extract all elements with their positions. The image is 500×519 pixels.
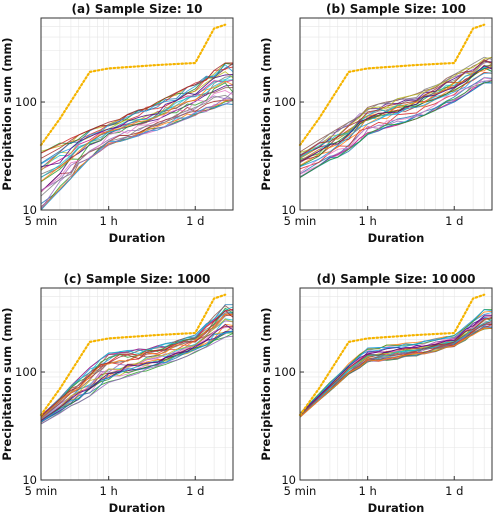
series-line [299, 64, 493, 162]
series-line [40, 63, 234, 164]
series-line [299, 59, 493, 157]
series-line [299, 67, 493, 167]
axes-frame [299, 17, 493, 211]
series-line [299, 56, 493, 154]
y-tick-label: 100 [274, 95, 296, 109]
series-line [40, 97, 234, 210]
series-line [299, 327, 493, 418]
series-line [299, 315, 493, 415]
ensemble-lines [40, 62, 234, 211]
x-axis-label: Duration [109, 501, 166, 515]
series-line [40, 335, 234, 425]
series-line [299, 65, 493, 163]
y-tick-label: 10 [281, 203, 296, 217]
series-line [40, 79, 234, 178]
chart-title: (b) Sample Size: 100 [326, 2, 466, 16]
axes-frame [299, 287, 493, 481]
series-line [40, 74, 234, 168]
y-tick-label: 100 [15, 365, 37, 379]
series-line [40, 306, 234, 418]
series-line [299, 321, 493, 417]
x-tick-label: 1 d [186, 484, 204, 498]
series-line [40, 313, 234, 419]
series-line [299, 72, 493, 168]
y-tick-label: 10 [22, 203, 37, 217]
y-axis-label: Precipitation sum (mm) [259, 37, 273, 190]
y-axis-label: Precipitation sum (mm) [259, 307, 273, 460]
series-line [40, 94, 234, 197]
chart-title: (c) Sample Size: 1000 [64, 272, 211, 286]
x-tick-label: 1 h [359, 484, 377, 498]
y-tick-label: 100 [274, 365, 296, 379]
chart-panel-1: 5 min 1 h 1 d 10 100 (a) Sample Size: 10 Durat… [0, 2, 234, 245]
chart-panel-3: 5 min 1 h 1 d 10 100 (c) Sample Size: 1000 Dur… [0, 272, 234, 515]
chart-panel-2: 5 min 1 h 1 d 10 100 (b) Sample Size: 100 Dura… [259, 2, 493, 245]
series-line [299, 77, 493, 174]
x-tick-label: 5 min [25, 484, 58, 498]
x-tick-label: 1 d [186, 214, 204, 228]
series-line [40, 318, 234, 421]
x-axis-label: Duration [368, 501, 425, 515]
axes-frame [40, 17, 234, 211]
x-tick-label: 5 min [284, 484, 317, 498]
y-tick-label: 10 [22, 473, 37, 487]
x-tick-label: 1 d [445, 484, 463, 498]
series-line [40, 84, 234, 193]
chart-title: (d) Sample Size: 10 000 [317, 272, 476, 286]
reference-line [298, 293, 486, 417]
ensemble-lines [299, 56, 493, 178]
series-line [40, 309, 234, 416]
x-tick-label: 1 h [359, 214, 377, 228]
series-line [299, 309, 493, 414]
series-line [299, 80, 493, 178]
chart-panel-4: 5 min 1 h 1 d 10 100 (d) Sample Size: 10 000 D… [259, 272, 493, 515]
reference-line [39, 23, 227, 147]
x-axis-label: Duration [368, 231, 425, 245]
reference-line [39, 293, 227, 417]
y-tick-label: 100 [15, 95, 37, 109]
series-line [40, 71, 234, 172]
x-tick-label: 5 min [284, 214, 317, 228]
x-axis-label: Duration [109, 231, 166, 245]
reference-line [298, 23, 486, 147]
series-line [40, 310, 234, 417]
series-line [40, 80, 234, 182]
series-line [299, 326, 493, 418]
plot-area [41, 18, 233, 210]
series-line [299, 56, 493, 156]
ensemble-lines [40, 304, 234, 425]
series-line [40, 325, 234, 421]
x-tick-label: 5 min [25, 214, 58, 228]
axes-frame [40, 287, 234, 481]
x-tick-label: 1 h [100, 214, 118, 228]
x-tick-label: 1 h [100, 484, 118, 498]
series-line [299, 72, 493, 170]
series-line [40, 62, 233, 159]
y-axis-label: Precipitation sum (mm) [0, 307, 14, 460]
y-axis-label: Precipitation sum (mm) [0, 37, 14, 190]
chart-title: (a) Sample Size: 10 [71, 2, 202, 16]
series-line [40, 323, 234, 422]
y-tick-label: 10 [281, 473, 296, 487]
series-line [299, 316, 493, 416]
x-tick-label: 1 d [445, 214, 463, 228]
series-line [299, 320, 493, 417]
ensemble-lines [299, 308, 493, 418]
series-line [40, 64, 234, 165]
series-line [299, 319, 493, 416]
